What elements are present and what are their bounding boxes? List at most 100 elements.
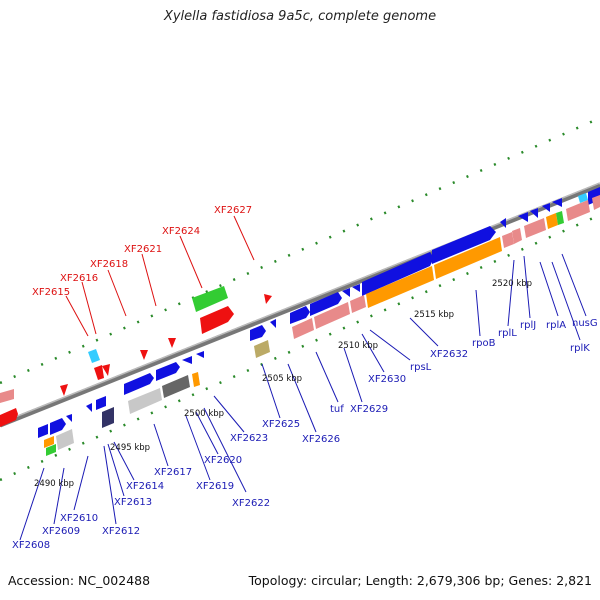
gene-blue-arrow bbox=[50, 418, 66, 435]
gene-label: XF2618 bbox=[90, 259, 128, 270]
gene-orange-small bbox=[546, 213, 558, 229]
gene-red-left bbox=[0, 408, 18, 427]
gene-blue-arrow bbox=[310, 292, 342, 316]
gene-pink bbox=[566, 200, 590, 221]
gene-olive bbox=[254, 340, 270, 358]
gene-blue-arrow bbox=[432, 226, 496, 264]
gene-green-small bbox=[46, 444, 56, 456]
gene-label: XF2626 bbox=[302, 434, 340, 445]
gene-blue-arrow bbox=[182, 356, 192, 364]
gene-blue-arrow bbox=[290, 306, 310, 324]
gene-blue-arrow bbox=[342, 288, 350, 297]
map-title: Xylella fastidiosa 9a5c, complete genome bbox=[163, 9, 437, 24]
gene-blue-arrow bbox=[250, 325, 266, 341]
scale-label: 2515 kbp bbox=[414, 310, 454, 320]
gene-red-small bbox=[102, 364, 110, 376]
gene-green-small bbox=[556, 211, 564, 225]
gene-pink bbox=[524, 218, 546, 238]
gene-label: XF2617 bbox=[154, 467, 192, 478]
gene-red-small bbox=[264, 294, 272, 304]
gene-label: XF2624 bbox=[162, 226, 200, 237]
forward-strand-genes bbox=[0, 187, 600, 403]
gene-label: XF2615 bbox=[32, 287, 70, 298]
gene-label: XF2625 bbox=[262, 419, 300, 430]
genome-backbone bbox=[0, 182, 600, 428]
accession-text: Accession: NC_002488 bbox=[8, 573, 151, 588]
scale-label: 2495 kbp bbox=[110, 443, 150, 453]
gene-blue-arrow bbox=[500, 218, 506, 228]
gene-pink bbox=[350, 295, 366, 313]
gene-blue-arrow bbox=[38, 424, 48, 438]
gene-blue-arrow bbox=[542, 203, 550, 212]
scale-label: 2500 kbp bbox=[184, 409, 224, 419]
gene-label: XF2610 bbox=[60, 513, 98, 524]
gene-label: tuf bbox=[330, 404, 344, 415]
gene-label: XF2609 bbox=[42, 526, 80, 537]
gene-orange bbox=[434, 237, 502, 279]
gene-blue-arrow bbox=[66, 414, 72, 422]
scale-labels: 2490 kbp 2495 kbp 2500 kbp 2505 kbp 2510… bbox=[34, 279, 532, 489]
gene-pink bbox=[502, 232, 514, 248]
gene-blue-arrow bbox=[518, 212, 528, 222]
gene-navy bbox=[102, 407, 114, 428]
gene-gray bbox=[56, 429, 74, 450]
gene-orange-small bbox=[44, 436, 54, 448]
gene-blue-arrow bbox=[96, 396, 106, 410]
scale-label: 2490 kbp bbox=[34, 479, 74, 489]
gene-label: XF2612 bbox=[102, 526, 140, 537]
gene-label: rplL bbox=[498, 328, 517, 339]
gene-label: XF2619 bbox=[196, 481, 234, 492]
gene-label: XF2613 bbox=[114, 497, 152, 508]
gene-pink bbox=[512, 228, 522, 244]
gene-label: nusG bbox=[572, 318, 598, 329]
gene-blue-arrow bbox=[530, 208, 538, 218]
gene-label: XF2623 bbox=[230, 433, 268, 444]
reverse-strand-genes bbox=[0, 195, 600, 456]
scale-label: 2510 kbp bbox=[338, 341, 378, 351]
gene-blue-arrow bbox=[552, 198, 562, 207]
gene-label: XF2614 bbox=[126, 481, 164, 492]
gene-pink-left bbox=[0, 389, 14, 403]
gene-red-small bbox=[94, 365, 104, 380]
gene-blue-arrow bbox=[196, 351, 204, 358]
gene-pink bbox=[592, 195, 600, 210]
gene-darkgray bbox=[162, 375, 190, 398]
gene-blue-arrow bbox=[352, 284, 360, 292]
gene-label: rpsL bbox=[410, 362, 432, 373]
gene-label: XF2630 bbox=[368, 374, 406, 385]
gene-green bbox=[192, 286, 228, 312]
genome-summary-text: Topology: circular; Length: 2,679,306 bp… bbox=[248, 573, 592, 588]
gene-label: rplA bbox=[546, 320, 566, 331]
gene-blue-arrow bbox=[362, 252, 434, 296]
gene-label: XF2616 bbox=[60, 273, 98, 284]
gene-blue-arrow bbox=[124, 373, 154, 395]
gene-label: XF2629 bbox=[350, 404, 388, 415]
gene-label: XF2622 bbox=[232, 498, 270, 509]
gene-red-small bbox=[60, 384, 68, 396]
gene-red-small bbox=[140, 350, 148, 360]
gene-blue-arrow bbox=[270, 319, 276, 328]
gene-label: rplK bbox=[570, 343, 590, 354]
gene-labels: XF2608 XF2609 XF2610 XF2612 XF2613 XF261… bbox=[12, 318, 598, 551]
leader-lines bbox=[19, 215, 587, 541]
gene-orange-small bbox=[192, 372, 200, 387]
gene-red bbox=[200, 306, 234, 334]
gene-label: XF2632 bbox=[430, 349, 468, 360]
rna-gene-labels: XF2615 XF2616 XF2618 XF2621 XF2624 XF262… bbox=[32, 205, 252, 298]
gene-label: rpoB bbox=[472, 338, 496, 349]
gene-label: XF2620 bbox=[204, 455, 242, 466]
gene-label: XF2627 bbox=[214, 205, 252, 216]
gene-pink bbox=[292, 318, 314, 339]
gene-label: XF2621 bbox=[124, 244, 162, 255]
gene-label: XF2608 bbox=[12, 540, 50, 551]
scale-label: 2505 kbp bbox=[262, 374, 302, 384]
scale-label: 2520 kbp bbox=[492, 279, 532, 289]
gene-cyan-small bbox=[578, 193, 588, 203]
rna-genes bbox=[60, 286, 272, 396]
gene-blue-arrow bbox=[86, 403, 92, 412]
gene-pink bbox=[314, 302, 350, 329]
gene-label: rplJ bbox=[520, 320, 536, 331]
gene-gray bbox=[128, 388, 162, 414]
gene-cyan bbox=[88, 349, 100, 363]
